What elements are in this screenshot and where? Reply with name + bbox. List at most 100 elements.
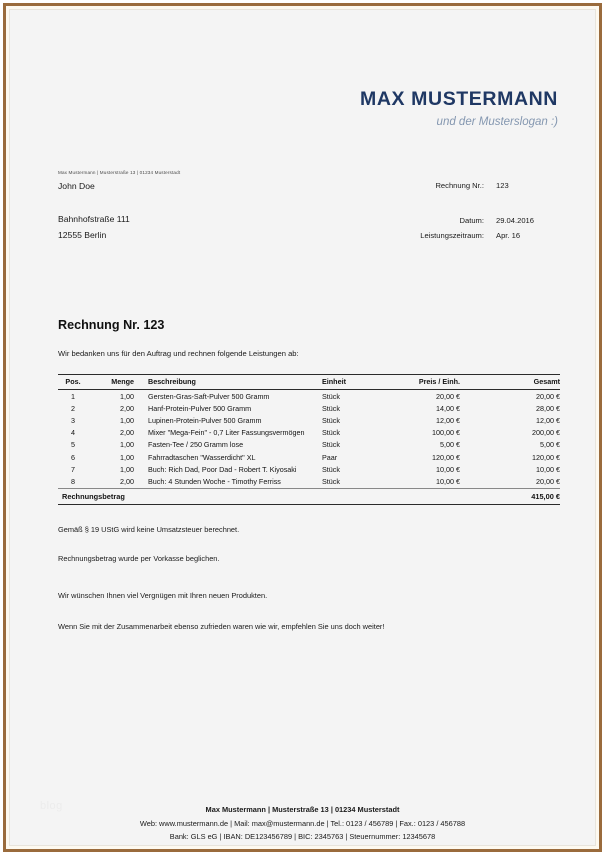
cell-beschreibung: Buch: 4 Stunden Woche - Timothy Ferriss [144, 475, 322, 489]
cell-gesamt: 12,00 € [536, 415, 560, 425]
column-header-gesamt: Gesamt [482, 374, 560, 390]
cell-gesamt: 28,00 € [536, 403, 560, 413]
total-spacer [380, 487, 482, 505]
closing-text: Wir wünschen Ihnen viel Vergnügen mit Ih… [58, 591, 384, 653]
table-row: 1 1,00 Gersten-Gras-Saft-Pulver 500 Gramm S… [58, 390, 560, 403]
cell-pos: 6 [71, 452, 75, 462]
cell-beschreibung: Buch: Rich Dad, Poor Dad - Robert T. Kiy… [148, 464, 297, 474]
line-items-table-wrapper: Pos. Menge Beschreibung Einheit Preis / … [58, 374, 560, 505]
cell-pos: 3 [71, 415, 75, 425]
table-row: 6 1,00 Fahrradtaschen "Wasserdicht" XL Paar… [58, 451, 560, 463]
tax-note: Gemäß § 19 UStG wird keine Umsatzsteuer … [58, 525, 240, 534]
cell-einheit: Stück [322, 464, 340, 474]
column-header-menge: Menge [88, 374, 144, 390]
cell-menge: 2,00 [120, 403, 134, 413]
cell-gesamt: 10,00 € [536, 464, 560, 474]
company-name: MAX MUSTERMANN [360, 88, 558, 110]
date-label: Datum: [459, 216, 484, 225]
cell-gesamt: 20,00 € [482, 475, 560, 489]
recipient-city: 12555 Berlin [58, 230, 107, 240]
footer-bank-line: Bank: GLS eG | IBAN: DE123456789 | BIC: … [169, 832, 436, 841]
date-value: 29.04.2016 [496, 216, 535, 225]
cell-pos: 4 [71, 428, 75, 438]
table-row: 4 2,00 Mixer "Mega-Fein" - 0,7 Liter Fassu… [58, 427, 560, 439]
cell-pos: 2 [71, 403, 75, 413]
cell-menge: 1,00 [120, 452, 134, 462]
cell-menge: 2,00 [88, 475, 144, 489]
footer-company-line: Max Mustermann | Musterstraße 13 | 01234… [205, 805, 400, 814]
cell-preis: 12,00 € [436, 415, 460, 425]
column-header-pos: Pos. [58, 374, 88, 390]
cell-beschreibung: Mixer "Mega-Fein" - 0,7 Liter Fassungsve… [148, 428, 305, 438]
table-body: 1 1,00 Gersten-Gras-Saft-Pulver 500 Gramm S… [58, 390, 560, 489]
cell-einheit: Stück [322, 391, 340, 401]
period-value: Apr. 16 [496, 231, 521, 240]
period-label: Leistungszeitraum: [420, 231, 484, 240]
cell-preis: 20,00 € [436, 391, 460, 401]
table-row: 7 1,00 Buch: Rich Dad, Poor Dad - Robert T… [58, 463, 560, 475]
meta-spacer [420, 193, 558, 213]
total-label: Rechnungsbetrag [58, 487, 380, 505]
meta-row-period: Leistungszeitraum: Apr. 16 [420, 228, 558, 243]
total-row: Rechnungsbetrag 415,00 € [58, 487, 560, 505]
cell-beschreibung: Fasten-Tee / 250 Gramm lose [148, 440, 244, 450]
cell-menge: 1,00 [120, 415, 134, 425]
table-row: 5 1,00 Fasten-Tee / 250 Gramm lose Stück 5,0… [58, 439, 560, 451]
cell-einheit: Stück [322, 403, 340, 413]
company-header: MAX MUSTERMANN und der Musterslogan :) [360, 88, 558, 129]
recipient-spacer [58, 195, 130, 211]
table-header-row: Pos. Menge Beschreibung Einheit Preis / … [58, 374, 560, 390]
cell-einheit: Stück [322, 475, 380, 489]
invoice-intro-text: Wir bedanken uns für den Auftrag und rec… [58, 349, 299, 358]
table-head: Pos. Menge Beschreibung Einheit Preis / … [58, 374, 560, 390]
closing-line-1: Wir wünschen Ihnen viel Vergnügen mit Ih… [58, 591, 268, 600]
cell-menge: 1,00 [120, 440, 134, 450]
cell-gesamt: 20,00 € [536, 391, 560, 401]
invoice-meta: Rechnung Nr.: 123 Datum: 29.04.2016 Leis… [420, 178, 558, 243]
cell-gesamt: 5,00 € [540, 440, 560, 450]
cell-beschreibung: Lupinen-Protein-Pulver 500 Gramm [148, 415, 262, 425]
cell-gesamt: 120,00 € [532, 452, 560, 462]
table-foot: Rechnungsbetrag 415,00 € [58, 487, 560, 505]
cell-beschreibung: Fahrradtaschen "Wasserdicht" XL [148, 452, 256, 462]
total-value: 415,00 € [482, 487, 560, 505]
watermark: blog [40, 800, 63, 812]
line-items-table: Pos. Menge Beschreibung Einheit Preis / … [58, 374, 560, 505]
table-row: 8 2,00 Buch: 4 Stunden Woche - Timothy Fer… [58, 475, 560, 489]
cell-preis: 5,00 € [440, 440, 460, 450]
invoice-notes: Gemäß § 19 UStG wird keine Umsatzsteuer … [58, 525, 239, 583]
cell-pos: 5 [71, 440, 75, 450]
column-header-preis: Preis / Einh. [380, 374, 482, 390]
cell-beschreibung: Hanf-Protein-Pulver 500 Gramm [148, 403, 252, 413]
footer-contact-line: Web: www.mustermann.de | Mail: max@muste… [139, 818, 466, 828]
recipient-name: John Doe [58, 181, 95, 191]
cell-pos: 7 [71, 464, 75, 474]
cell-pos: 8 [58, 475, 88, 489]
invoice-page: MAX MUSTERMANN und der Musterslogan :) M… [11, 11, 594, 844]
meta-row-date: Datum: 29.04.2016 [420, 213, 558, 228]
cell-einheit: Stück [322, 428, 340, 438]
recipient-street: Bahnhofstraße 111 [58, 213, 130, 224]
cell-einheit: Stück [322, 440, 340, 450]
closing-line-2: Wenn Sie mit der Zusammenarbeit ebenso z… [58, 622, 385, 631]
cell-beschreibung: Gersten-Gras-Saft-Pulver 500 Gramm [148, 391, 270, 401]
page-title: Rechnung Nr. 123 [58, 318, 165, 332]
company-slogan: und der Musterslogan :) [436, 116, 558, 129]
cell-menge: 1,00 [120, 464, 134, 474]
cell-einheit: Stück [322, 415, 340, 425]
payment-note: Rechnungsbetrag wurde per Vorkasse begli… [58, 554, 220, 563]
invoice-document: MAX MUSTERMANN und der Musterslogan :) M… [11, 11, 594, 844]
invoice-number-label: Rechnung Nr.: [435, 181, 484, 190]
cell-einheit: Paar [322, 452, 338, 462]
cell-preis: 14,00 € [436, 403, 460, 413]
sender-return-address: Max Mustermann | Musterstraße 13 | 01234… [58, 170, 181, 175]
cell-preis: 10,00 € [436, 464, 460, 474]
column-header-einheit: Einheit [322, 374, 380, 390]
column-header-beschreibung: Beschreibung [144, 374, 322, 390]
recipient-address: John Doe Bahnhofstraße 111 12555 Berlin [58, 178, 130, 244]
cell-menge: 1,00 [120, 391, 134, 401]
page-footer: Max Mustermann | Musterstraße 13 | 01234… [11, 803, 594, 844]
cell-preis: 120,00 € [432, 452, 460, 462]
table-row: 2 2,00 Hanf-Protein-Pulver 500 Gramm Stück 1… [58, 402, 560, 414]
